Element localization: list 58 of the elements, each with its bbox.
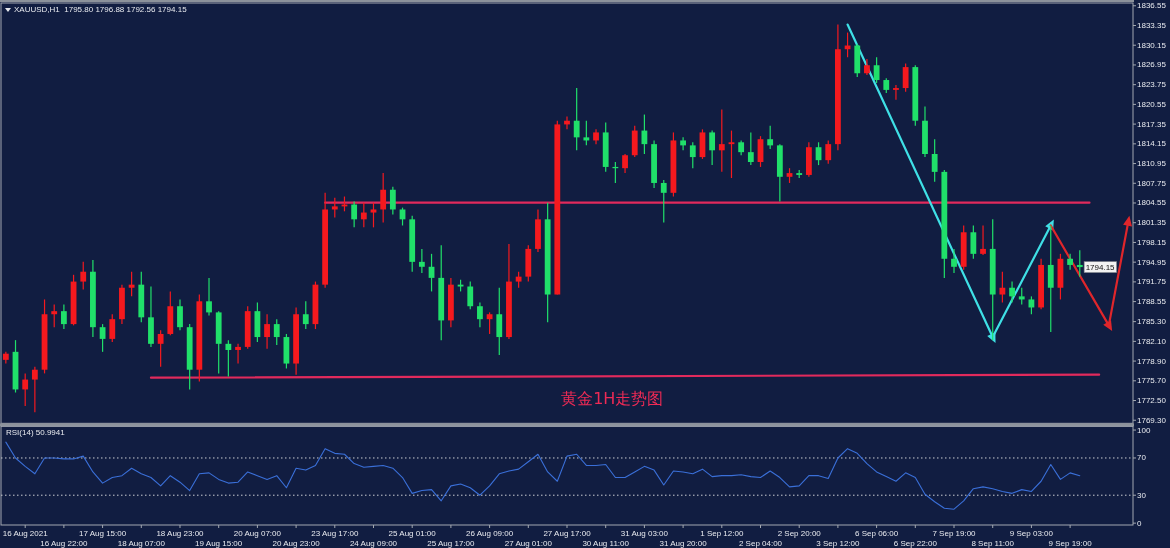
x-tick-label: 1 Sep 12:00 xyxy=(700,529,744,538)
y-tick-label: 1775.70 xyxy=(1137,376,1166,386)
x-tick-label: 17 Aug 15:00 xyxy=(79,529,127,538)
x-tick-label: 20 Aug 23:00 xyxy=(272,539,320,548)
x-tick-label: 19 Aug 15:00 xyxy=(195,539,243,548)
x-tick-label: 25 Aug 01:00 xyxy=(388,529,436,538)
x-tick-label: 16 Aug 2021 xyxy=(2,529,48,538)
y-tick-label: 1810.95 xyxy=(1137,159,1166,169)
y-tick-label: 1823.75 xyxy=(1137,80,1166,90)
y-tick-label: 1794.95 xyxy=(1137,257,1166,267)
y-tick-label: 1826.95 xyxy=(1137,60,1166,70)
y-tick-label: 1791.75 xyxy=(1137,277,1166,287)
y-tick-label: 1769.30 xyxy=(1137,415,1166,425)
x-tick-label: 26 Aug 09:00 xyxy=(466,529,514,538)
y-tick-label: 1804.55 xyxy=(1137,198,1166,208)
y-tick-label: 30 xyxy=(1137,490,1146,500)
annotation: 黄金1H走势图 xyxy=(561,389,664,409)
y-tick-label: 0 xyxy=(1137,518,1142,528)
x-tick-label: 2 Sep 04:00 xyxy=(738,539,783,548)
title: XAUUSD,H1 1795.80 1796.88 1792.56 1794.15 xyxy=(14,5,187,14)
y-tick-label: 1820.55 xyxy=(1137,99,1166,109)
y-tick-label: 1836.55 xyxy=(1137,1,1166,11)
x-tick-label: 7 Sep 19:00 xyxy=(932,529,976,538)
x-tick-label: 8 Sep 11:00 xyxy=(971,539,1014,548)
y-tick-label: 1830.15 xyxy=(1137,40,1166,50)
x-tick-label: 6 Sep 22:00 xyxy=(893,539,937,548)
x-tick-label: 3 Sep 12:00 xyxy=(816,539,860,548)
y-tick-label: 1833.35 xyxy=(1137,21,1166,30)
x-tick-label: 25 Aug 17:00 xyxy=(427,539,475,548)
y-tick-label: 1798.15 xyxy=(1137,237,1166,247)
x-tick-label: 18 Aug 23:00 xyxy=(156,529,204,538)
y-tick-label: 1782.10 xyxy=(1137,336,1166,346)
y-tick-label: 1801.35 xyxy=(1137,218,1166,228)
y-tick-label: 1814.15 xyxy=(1137,139,1166,149)
y-tick-label: 1807.75 xyxy=(1137,178,1166,188)
y-tick-label: 1785.30 xyxy=(1137,317,1166,327)
x-tick-label: 23 Aug 17:00 xyxy=(311,529,359,538)
x-tick-label: 9 Sep 03:00 xyxy=(1009,529,1053,538)
y-tick-label: 100 xyxy=(1137,425,1151,435)
x-tick-label: 18 Aug 07:00 xyxy=(117,539,165,548)
y-tick-label: 1788.55 xyxy=(1137,297,1166,307)
x-tick-label: 9 Sep 19:00 xyxy=(1048,539,1092,548)
y-tick-label: 1778.90 xyxy=(1137,356,1166,366)
x-tick-label: 16 Aug 22:00 xyxy=(40,539,88,548)
x-tick-label: 30 Aug 11:00 xyxy=(582,539,629,548)
x-tick-label: 24 Aug 09:00 xyxy=(349,539,398,548)
x-tick-label: 2 Sep 20:00 xyxy=(777,529,821,538)
x-tick-label: 31 Aug 03:00 xyxy=(620,529,668,538)
x-tick-label: 27 Aug 17:00 xyxy=(543,529,591,538)
y-tick-label: 70 xyxy=(1137,453,1146,463)
x-tick-label: 27 Aug 01:00 xyxy=(504,539,552,548)
annotation: 1794.15 xyxy=(1083,261,1117,273)
y-tick-label: 1817.35 xyxy=(1137,119,1166,129)
x-tick-label: 20 Aug 07:00 xyxy=(233,529,281,538)
x-tick-label: 31 Aug 20:00 xyxy=(659,539,707,548)
title: RSI(14) 50.9941 xyxy=(6,428,65,438)
x-tick-label: 6 Sep 06:00 xyxy=(855,529,899,538)
y-tick-label: 1772.50 xyxy=(1137,396,1166,406)
